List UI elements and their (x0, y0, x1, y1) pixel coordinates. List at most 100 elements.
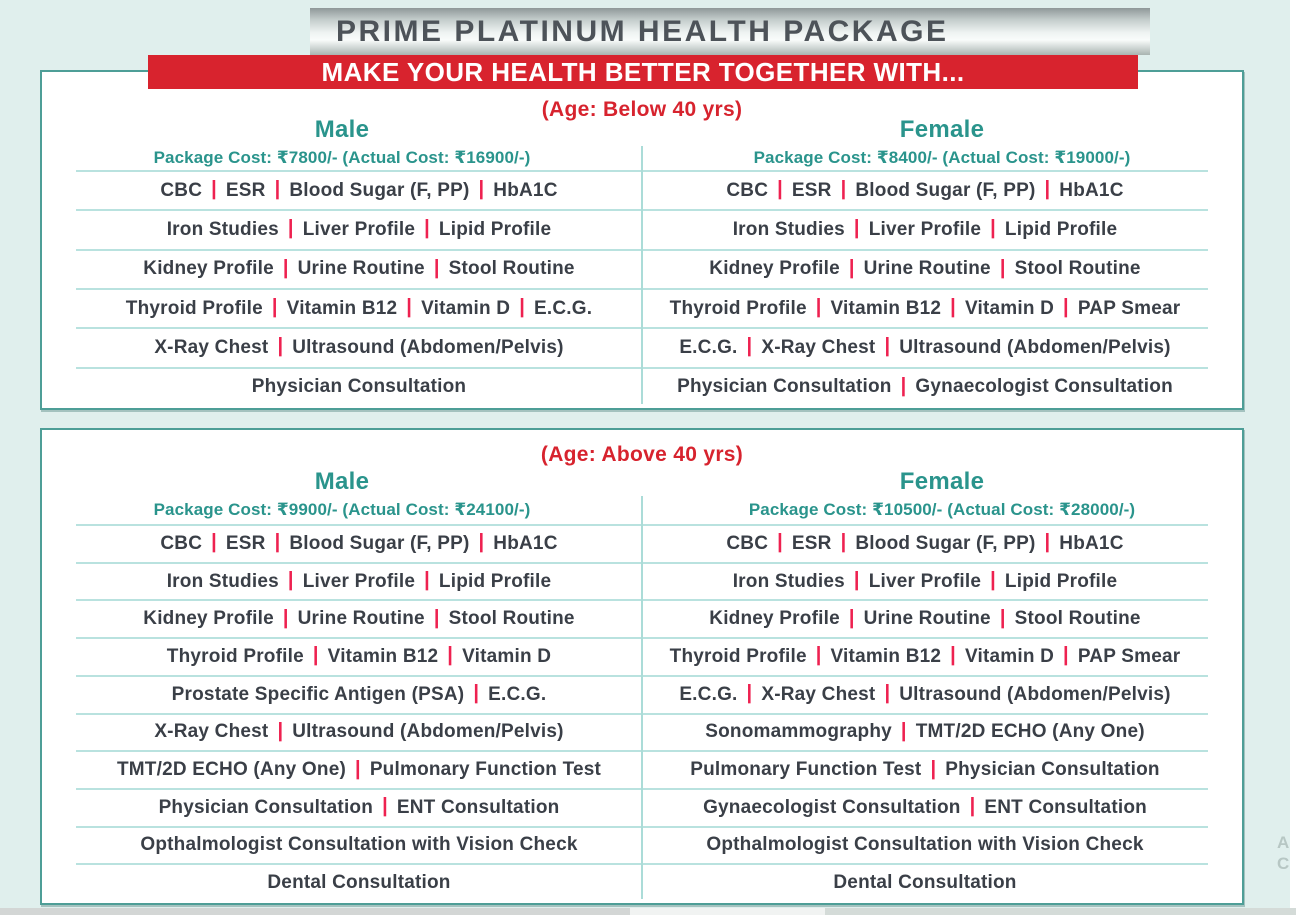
test-item: Gynaecologist Consultation (915, 376, 1173, 398)
test-item: Kidney Profile (143, 608, 274, 630)
test-item: Opthalmologist Consultation with Vision … (706, 834, 1144, 856)
test-row: Thyroid Profile | Vitamin B12 | Vitamin D (76, 637, 642, 675)
test-row: Dental Consultation (642, 863, 1208, 901)
pipe-separator: | (447, 644, 454, 667)
pipe-separator: | (840, 178, 847, 201)
test-item: E.C.G. (679, 336, 738, 358)
test-row: E.C.G. | X-Ray Chest | Ultrasound (Abdomen/P… (642, 674, 1208, 713)
pipe-separator: | (355, 757, 361, 780)
test-row: Kidney Profile | Urine Routine | Stool Routi… (76, 599, 642, 637)
package-cost: Package Cost: ₹7800/- (Actual Cost: ₹169… (153, 148, 531, 167)
pipe-separator: | (424, 569, 430, 592)
test-item: Iron Studies (166, 218, 279, 240)
test-item: E.C.G. (488, 683, 547, 705)
pipe-separator: | (840, 531, 847, 554)
test-row: CBC | ESR | Blood Sugar (F, PP) | HbA1C (76, 170, 642, 209)
test-row: Kidney Profile | Urine Routine | Stool Routi… (642, 248, 1208, 288)
pipe-separator: | (777, 531, 783, 554)
pipe-separator: | (433, 256, 440, 279)
test-item: X-Ray Chest (761, 336, 876, 358)
gender-columns: Male Package Cost: ₹9900/- (Actual Cost:… (42, 430, 1242, 903)
test-item: Kidney Profile (709, 258, 840, 280)
age-group-label: (Age: Below 40 yrs) (541, 98, 743, 121)
test-row: Kidney Profile | Urine Routine | Stool Routi… (642, 599, 1208, 637)
pipe-separator: | (287, 217, 294, 240)
promo-banner-text: MAKE YOUR HEALTH BETTER TOGETHER WITH... (321, 56, 965, 87)
test-item: Thyroid Profile (166, 645, 304, 667)
pipe-separator: | (950, 644, 956, 667)
pipe-separator: | (815, 644, 822, 667)
test-row: Iron Studies | Liver Profile | Lipid Profile (76, 561, 642, 600)
pipe-separator: | (900, 374, 907, 397)
test-item: Ultrasound (Abdomen/Pelvis) (292, 336, 564, 358)
pipe-separator: | (848, 256, 855, 279)
pipe-separator: | (424, 217, 430, 240)
test-item: E.C.G. (679, 683, 738, 705)
test-row: Sonomammography | TMT/2D ECHO (Any One) (642, 712, 1208, 751)
test-item: PAP Smear (1077, 645, 1181, 667)
package-cost: Package Cost: ₹10500/- (Actual Cost: ₹28… (748, 500, 1136, 519)
test-item: Liver Profile (868, 218, 982, 240)
test-row: Dental Consultation (76, 863, 642, 901)
test-item: Physician Consultation (251, 376, 467, 398)
test-row: Kidney Profile | Urine Routine | Stool Routi… (76, 248, 642, 288)
pipe-separator: | (478, 178, 485, 201)
test-item: X-Ray Chest (154, 721, 269, 743)
test-item: Stool Routine (448, 258, 575, 280)
test-item: HbA1C (1059, 532, 1124, 554)
test-item: Stool Routine (448, 608, 575, 630)
column-divider (641, 146, 643, 404)
test-row: TMT/2D ECHO (Any One) | Pulmonary Function… (76, 750, 642, 788)
test-row: CBC | ESR | Blood Sugar (F, PP) | HbA1C (642, 524, 1208, 562)
test-item: Iron Studies (732, 570, 845, 592)
test-item: Ultrasound (Abdomen/Pelvis) (899, 336, 1171, 358)
pipe-separator: | (815, 296, 822, 319)
gender-heading: Female (899, 116, 985, 143)
test-item: Thyroid Profile (125, 297, 263, 319)
test-item: Iron Studies (166, 570, 279, 592)
test-item: Blood Sugar (F, PP) (855, 532, 1036, 554)
test-item: CBC (726, 532, 769, 554)
test-row: CBC | ESR | Blood Sugar (F, PP) | HbA1C (642, 170, 1208, 209)
test-item: Vitamin D (964, 645, 1055, 667)
pipe-separator: | (884, 682, 891, 705)
test-row: Gynaecologist Consultation | ENT Consultat… (642, 787, 1208, 826)
test-item: PAP Smear (1077, 297, 1181, 319)
test-item: Dental Consultation (267, 872, 451, 894)
pipe-separator: | (519, 296, 525, 319)
column-divider (641, 496, 643, 899)
pipe-separator: | (211, 178, 217, 201)
test-item: Vitamin D (421, 297, 511, 319)
pipe-separator: | (999, 256, 1006, 279)
pipe-separator: | (746, 682, 753, 705)
edge-watermark-letter: C (1277, 854, 1290, 873)
pipe-separator: | (382, 795, 388, 818)
test-row: Iron Studies | Liver Profile | Lipid Profile (642, 209, 1208, 248)
bottom-strip-segment (630, 908, 825, 915)
test-row: E.C.G. | X-Ray Chest | Ultrasound (Abdomen/P… (642, 327, 1208, 366)
pipe-separator: | (312, 644, 319, 667)
gender-heading: Female (899, 468, 985, 495)
test-item: Ultrasound (Abdomen/Pelvis) (292, 721, 564, 743)
test-row: Prostate Specific Antigen (PSA) | E.C.G. (76, 674, 642, 713)
male-column: Male Package Cost: ₹7800/- (Actual Cost:… (42, 72, 642, 408)
pipe-separator: | (1044, 531, 1051, 554)
pipe-separator: | (478, 531, 485, 554)
test-item: Stool Routine (1014, 608, 1141, 630)
test-item: ESR (791, 179, 832, 201)
test-item: Iron Studies (732, 218, 845, 240)
pipe-separator: | (271, 296, 278, 319)
pipe-separator: | (211, 531, 217, 554)
test-item: ESR (225, 532, 266, 554)
package-cost: Package Cost: ₹9900/- (Actual Cost: ₹241… (153, 500, 531, 519)
test-item: Kidney Profile (143, 258, 274, 280)
test-row: Thyroid Profile | Vitamin B12 | Vitamin D | PA… (642, 287, 1208, 327)
pipe-separator: | (433, 606, 440, 629)
test-item: Lipid Profile (1004, 570, 1118, 592)
test-item: Blood Sugar (F, PP) (289, 179, 470, 201)
title-bar: PRIME PLATINUM HEALTH PACKAGE (310, 8, 1150, 55)
test-item: CBC (160, 532, 203, 554)
test-item: HbA1C (493, 179, 558, 201)
test-item: Physician Consultation (945, 759, 1160, 781)
test-row: Thyroid Profile | Vitamin B12 | Vitamin D | E.… (76, 287, 642, 327)
